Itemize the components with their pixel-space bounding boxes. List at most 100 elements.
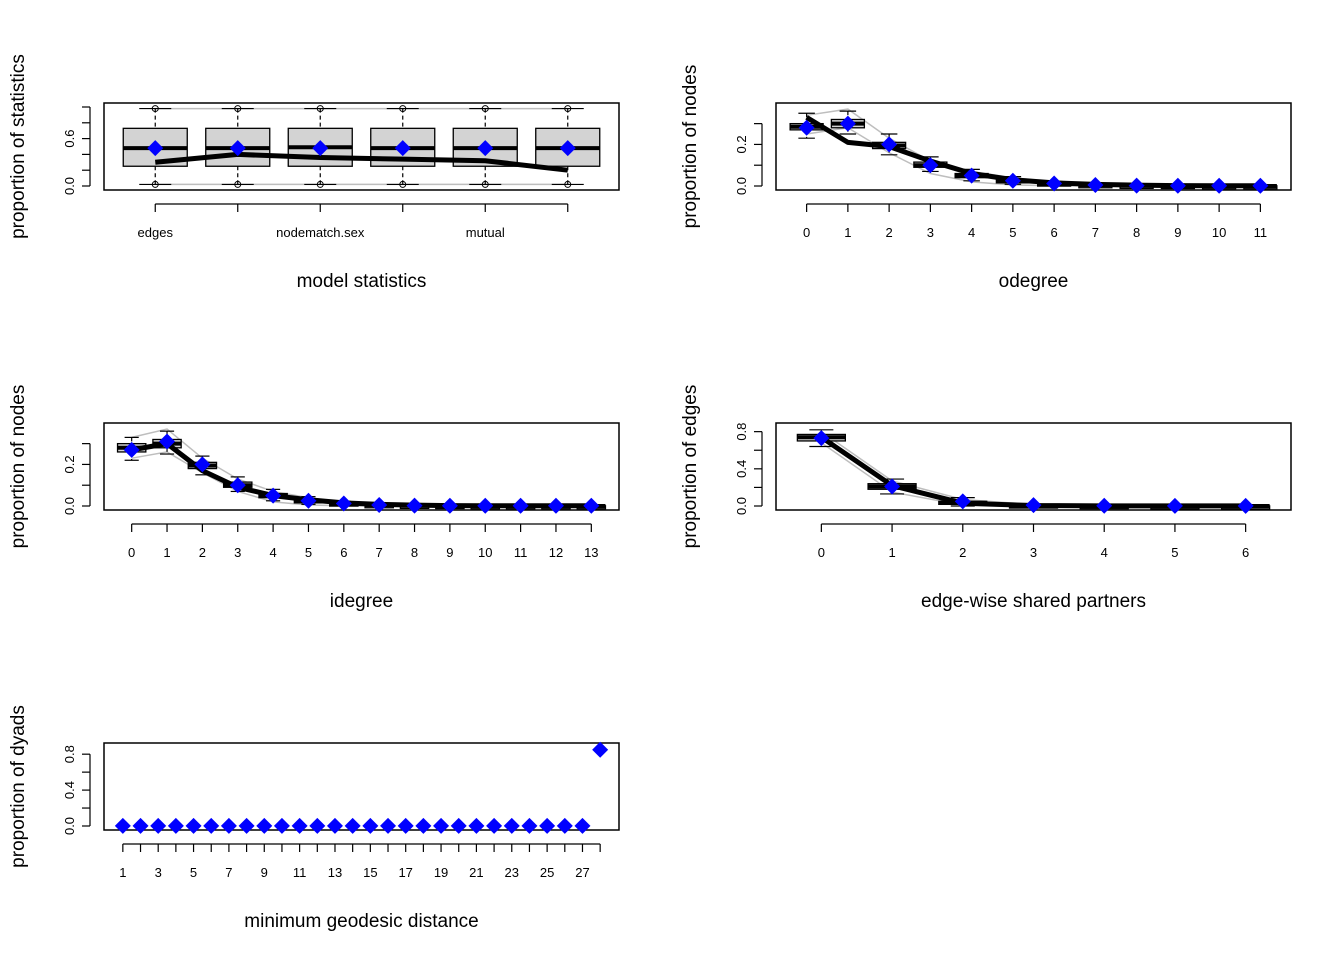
mean-point — [312, 140, 329, 157]
mean-point — [203, 817, 220, 834]
x-tick-label: 0 — [128, 545, 135, 560]
x-tick-label: 1 — [844, 225, 851, 240]
range-low-line — [806, 127, 1261, 187]
mean-point — [256, 817, 273, 834]
x-tick-label: 13 — [584, 545, 598, 560]
observed-line — [155, 151, 569, 173]
x-tick-label: 12 — [549, 545, 563, 560]
mean-point — [380, 817, 397, 834]
x-tick-label: 11 — [514, 545, 528, 560]
mean-point — [839, 115, 856, 132]
outlier-point — [151, 180, 159, 188]
y-tick-label: 0.8 — [62, 745, 77, 763]
y-tick-label: 0.8 — [734, 423, 749, 441]
x-axis-label: model statistics — [297, 271, 427, 292]
mean-point — [229, 140, 246, 157]
x-tick-label: 4 — [269, 545, 276, 560]
mean-point — [433, 817, 450, 834]
mean-point — [167, 817, 184, 834]
mean-point — [185, 817, 202, 834]
mean-point — [1004, 172, 1021, 189]
x-tick-label: 10 — [478, 545, 492, 560]
mean-point — [521, 817, 538, 834]
y-axis-label: proportion of nodes — [8, 385, 29, 549]
mean-point — [592, 741, 609, 758]
x-tick-label: 0 — [803, 225, 810, 240]
mean-point — [265, 487, 282, 504]
mean-point — [512, 497, 529, 514]
x-tick-label: 7 — [1092, 225, 1099, 240]
outlier-point — [564, 105, 572, 113]
mean-point — [477, 497, 494, 514]
x-axis-label: idegree — [330, 591, 393, 612]
x-tick-label: 5 — [1009, 225, 1016, 240]
mean-point — [547, 497, 564, 514]
range-low-line — [820, 442, 1246, 507]
y-axis-label: proportion of statistics — [8, 54, 29, 239]
plot-frame — [103, 742, 620, 831]
mean-point — [406, 497, 423, 514]
x-tick-label: 7 — [225, 865, 232, 880]
mean-point — [963, 167, 980, 184]
mean-point — [415, 817, 432, 834]
mean-point — [238, 817, 255, 834]
mean-point — [539, 817, 556, 834]
mean-point — [486, 817, 503, 834]
x-tick-label: 6 — [340, 545, 347, 560]
x-tick-label: 8 — [411, 545, 418, 560]
mean-point — [291, 817, 308, 834]
y-tick-label: 0.0 — [734, 177, 749, 195]
x-tick-label: 4 — [1101, 545, 1108, 560]
observed-line — [819, 435, 1246, 509]
x-tick-label: edges — [138, 225, 174, 240]
mean-point — [371, 496, 388, 513]
mean-point — [344, 817, 361, 834]
mean-point — [229, 477, 246, 494]
y-axis-label: proportion of dyads — [8, 705, 29, 868]
mean-point — [123, 441, 140, 458]
panel-model-statistics: 0.0 0.6 edges nodematch.sex mutual model stat… — [8, 54, 620, 292]
panel-idegree: 0.00.20 1 2 3 4 5 6 7 8 9 10 11 12 13idegreeproportio… — [8, 385, 620, 612]
y-tick-label: 0.6 — [62, 130, 77, 148]
mean-point — [556, 817, 573, 834]
mean-point — [1096, 497, 1113, 514]
mean-point — [1211, 177, 1228, 194]
outlier-point — [399, 105, 407, 113]
x-tick-label: 6 — [1051, 225, 1058, 240]
plot-frame — [775, 422, 1292, 511]
x-tick-label: 9 — [261, 865, 268, 880]
outlier-point — [316, 180, 324, 188]
y-tick-label: 0.4 — [734, 460, 749, 478]
x-tick-label: 27 — [575, 865, 589, 880]
plot-frame — [775, 102, 1292, 191]
mean-point — [159, 433, 176, 450]
y-tick-label: 0.0 — [62, 497, 77, 515]
mean-point — [1025, 497, 1042, 514]
x-tick-label: 19 — [434, 865, 448, 880]
x-tick-label: 21 — [469, 865, 483, 880]
x-tick-label: 17 — [398, 865, 412, 880]
x-axis-label: edge-wise shared partners — [921, 591, 1146, 612]
mean-point — [1087, 176, 1104, 193]
x-tick-label: 5 — [305, 545, 312, 560]
panel-minimum-geodesic-distance: 0.00.40.81 3 5 7 9 11 13 15 17 19 21 23 25 27minimum … — [8, 705, 620, 932]
x-tick-label: 9 — [1174, 225, 1181, 240]
mean-point — [309, 817, 326, 834]
x-tick-label: 3 — [1030, 545, 1037, 560]
outlier-point — [234, 180, 242, 188]
y-tick-label: 0.2 — [734, 135, 749, 153]
x-tick-label: 2 — [199, 545, 206, 560]
plot-frame — [103, 102, 620, 191]
x-tick-label: 13 — [328, 865, 342, 880]
mean-point — [114, 817, 131, 834]
mean-point — [1128, 177, 1145, 194]
panel-odegree: 0.0 0.2 0 1 2 3 4 5 6 7 8 9 10 11 odegree proportion of… — [680, 65, 1292, 292]
x-tick-label: nodematch.sex — [276, 225, 365, 240]
x-tick-label: 1 — [119, 865, 126, 880]
x-tick-label: mutual — [466, 225, 505, 240]
mean-point — [884, 478, 901, 495]
x-tick-label: 4 — [968, 225, 975, 240]
mean-point — [1166, 497, 1183, 514]
mean-point — [220, 817, 237, 834]
mean-point — [132, 817, 149, 834]
